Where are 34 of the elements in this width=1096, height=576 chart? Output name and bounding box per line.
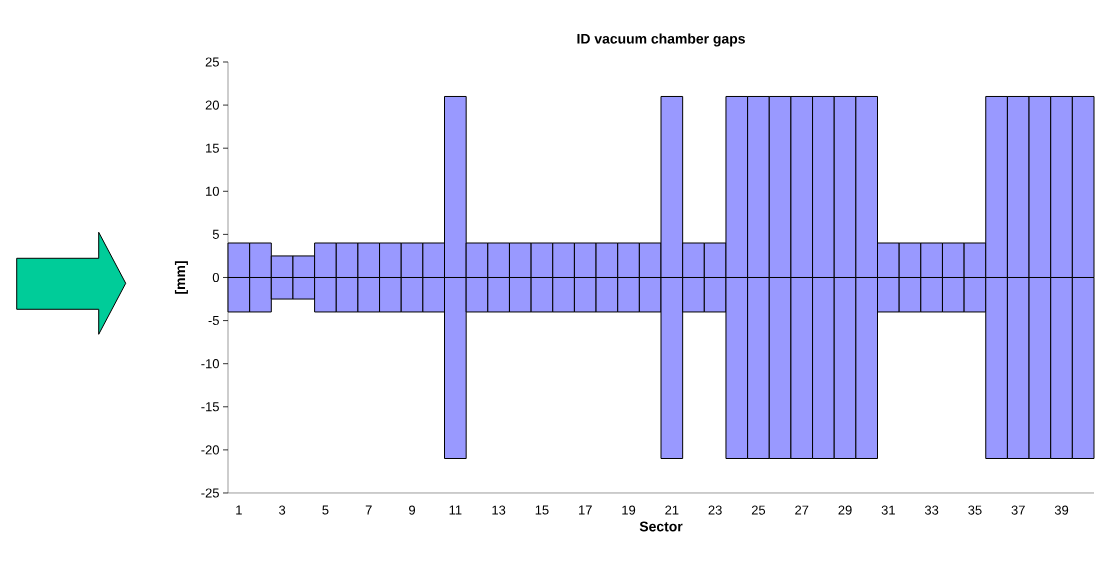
y-tick-label: -25 (201, 488, 219, 498)
x-tick-label: 23 (708, 505, 722, 515)
x-tick-label: 7 (365, 505, 372, 515)
x-tick-label: 9 (409, 505, 416, 515)
x-tick-label: 15 (535, 505, 549, 515)
y-tick-label: 5 (212, 229, 219, 239)
x-tick-label: 31 (881, 505, 895, 515)
x-tick-label: 25 (751, 505, 766, 515)
x-tick-label: 19 (622, 505, 636, 515)
y-tick-label: -15 (201, 402, 219, 412)
x-tick-label: 17 (579, 505, 592, 515)
x-tick-label: 13 (492, 505, 506, 515)
x-tick-label: 37 (1011, 505, 1025, 515)
chart-title: ID vacuum chamber gaps (577, 33, 745, 47)
x-tick-label: 39 (1054, 505, 1069, 515)
y-tick-label: 25 (205, 57, 219, 67)
x-tick-label: 11 (449, 505, 462, 515)
y-tick-label: 0 (212, 272, 219, 283)
x-tick-label: 33 (924, 505, 939, 515)
y-tick-label: -20 (201, 445, 219, 455)
y-tick-label: -5 (208, 316, 219, 326)
x-tick-label: 35 (968, 505, 982, 515)
x-tick-label: 29 (838, 505, 852, 515)
y-axis-title: [mm] (174, 261, 188, 294)
y-tick-label: -10 (201, 359, 219, 369)
x-tick-label: 21 (665, 505, 679, 515)
x-tick-label: 1 (236, 505, 242, 515)
y-tick-label: 10 (206, 186, 219, 196)
x-axis-title: Sector (639, 521, 683, 532)
x-tick-label: 3 (279, 505, 286, 515)
x-tick-label: 5 (322, 505, 329, 515)
x-tick-label: 27 (795, 505, 809, 515)
y-tick-label: 15 (206, 143, 219, 153)
y-tick-label: 20 (205, 100, 219, 110)
